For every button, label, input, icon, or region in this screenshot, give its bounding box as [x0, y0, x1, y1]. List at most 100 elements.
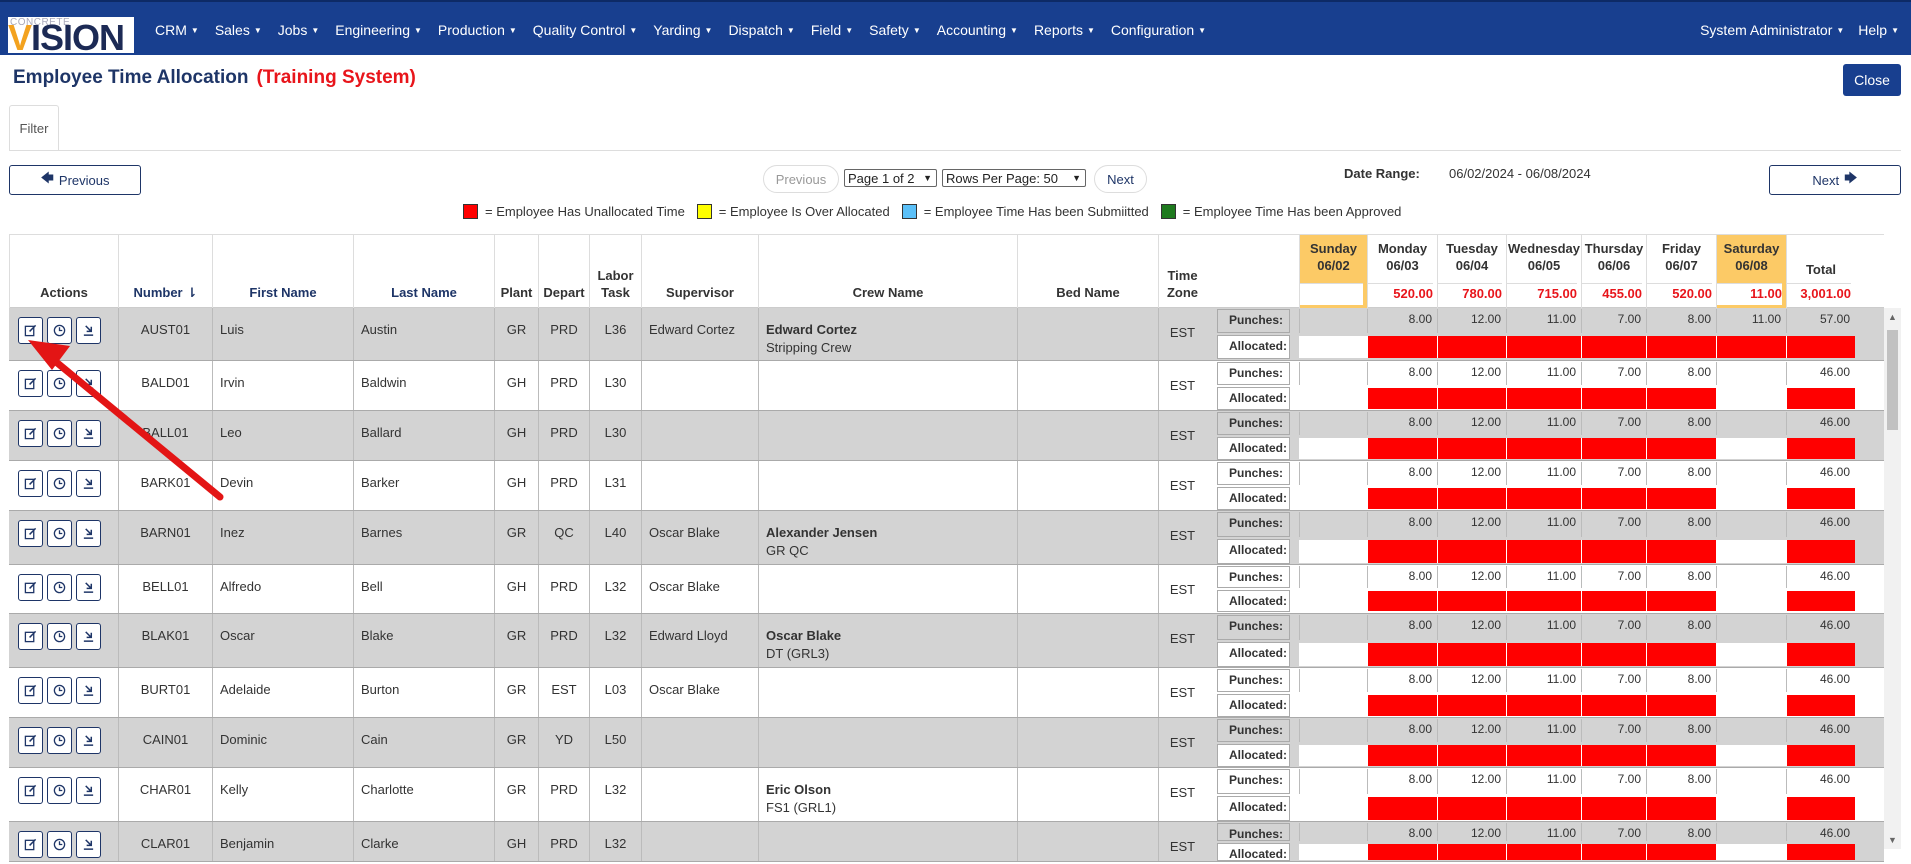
allocated-cell[interactable]: [1299, 540, 1367, 563]
edit-button[interactable]: [18, 370, 43, 397]
allocated-cell[interactable]: [1299, 695, 1367, 716]
col-header-last[interactable]: Last Name: [353, 235, 494, 309]
previous-week-button[interactable]: 🡄 Previous: [9, 165, 141, 195]
employee-row[interactable]: BALL01 Leo Ballard GH PRD L30 EST Punches: 8.00 1…: [9, 411, 1884, 461]
vertical-scrollbar[interactable]: ▲ ▼: [1884, 308, 1901, 849]
nav-item[interactable]: Field ▼: [810, 21, 854, 38]
allocated-cell[interactable]: [1299, 488, 1367, 509]
allocated-cell[interactable]: [1506, 540, 1581, 563]
allocated-cell[interactable]: [1786, 388, 1855, 409]
allocated-cell[interactable]: [1299, 336, 1367, 358]
allocated-cell[interactable]: [1716, 488, 1786, 509]
nav-item[interactable]: Reports ▼: [1033, 21, 1095, 38]
col-header-number[interactable]: Number ⇂: [118, 235, 212, 309]
col-header-bed[interactable]: Bed Name: [1017, 235, 1158, 309]
allocated-cell[interactable]: [1367, 797, 1437, 820]
employee-row[interactable]: BLAK01 Oscar Blake GR PRD L32 Edward Lloyd Osca…: [9, 614, 1884, 668]
col-header-supervisor[interactable]: Supervisor: [641, 235, 758, 309]
edit-button[interactable]: [18, 420, 43, 447]
allocated-cell[interactable]: [1367, 438, 1437, 459]
allocated-cell[interactable]: [1716, 591, 1786, 611]
user-menu[interactable]: System Administrator ▼: [1700, 21, 1845, 38]
col-header-labor_task[interactable]: Labor Task: [589, 235, 641, 309]
allocated-cell[interactable]: [1716, 745, 1786, 766]
edit-button[interactable]: [18, 470, 43, 497]
scrollbar-thumb[interactable]: [1887, 330, 1898, 430]
download-button[interactable]: [76, 520, 101, 547]
time-button[interactable]: [47, 777, 72, 804]
allocated-cell[interactable]: [1716, 388, 1786, 409]
allocated-cell[interactable]: [1299, 797, 1367, 820]
help-menu[interactable]: Help ▼: [1858, 21, 1899, 38]
allocated-cell[interactable]: [1581, 844, 1646, 860]
nav-item[interactable]: Configuration ▼: [1110, 21, 1207, 38]
time-button[interactable]: [47, 470, 72, 497]
pager-previous-button[interactable]: Previous: [763, 165, 839, 193]
allocated-cell[interactable]: [1367, 844, 1437, 860]
allocated-cell[interactable]: [1646, 388, 1716, 409]
edit-button[interactable]: [18, 317, 43, 344]
time-button[interactable]: [47, 317, 72, 344]
allocated-cell[interactable]: [1437, 540, 1506, 563]
allocated-cell[interactable]: [1367, 643, 1437, 666]
allocated-cell[interactable]: [1506, 388, 1581, 409]
employee-row[interactable]: AUST01 Luis Austin GR PRD L36 Edward Cortez Edw…: [9, 308, 1884, 361]
col-header-plant[interactable]: Plant: [494, 235, 538, 309]
allocated-cell[interactable]: [1786, 695, 1855, 716]
allocated-cell[interactable]: [1581, 745, 1646, 766]
nav-item[interactable]: Quality Control ▼: [532, 21, 638, 38]
rows-per-page-select[interactable]: Rows Per Page: 50 ▼: [942, 169, 1086, 187]
allocated-cell[interactable]: [1646, 695, 1716, 716]
nav-item[interactable]: Jobs ▼: [277, 21, 320, 38]
download-button[interactable]: [76, 574, 101, 601]
nav-item[interactable]: Dispatch ▼: [728, 21, 795, 38]
allocated-cell[interactable]: [1716, 336, 1786, 358]
time-button[interactable]: [47, 623, 72, 650]
allocated-cell[interactable]: [1367, 488, 1437, 509]
allocated-cell[interactable]: [1581, 540, 1646, 563]
allocated-cell[interactable]: [1716, 695, 1786, 716]
allocated-cell[interactable]: [1506, 745, 1581, 766]
employee-row[interactable]: BURT01 Adelaide Burton GR EST L03 Oscar Blake E…: [9, 668, 1884, 718]
allocated-cell[interactable]: [1786, 591, 1855, 611]
company-logo[interactable]: CONCRETE VISION: [8, 17, 134, 53]
allocated-cell[interactable]: [1646, 336, 1716, 358]
download-button[interactable]: [76, 831, 101, 858]
allocated-cell[interactable]: [1299, 438, 1367, 459]
nav-item[interactable]: CRM ▼: [155, 21, 199, 38]
allocated-cell[interactable]: [1581, 438, 1646, 459]
allocated-cell[interactable]: [1506, 591, 1581, 611]
allocated-cell[interactable]: [1437, 591, 1506, 611]
allocated-cell[interactable]: [1581, 643, 1646, 666]
allocated-cell[interactable]: [1367, 591, 1437, 611]
download-button[interactable]: [76, 777, 101, 804]
pager-next-button[interactable]: Next: [1094, 165, 1147, 193]
col-header-tz[interactable]: Time Zone: [1158, 235, 1206, 309]
allocated-cell[interactable]: [1646, 844, 1716, 860]
employee-row[interactable]: BALD01 Irvin Baldwin GH PRD L30 EST Punches: 8.0…: [9, 361, 1884, 411]
allocated-cell[interactable]: [1506, 797, 1581, 820]
allocated-cell[interactable]: [1367, 745, 1437, 766]
time-button[interactable]: [47, 727, 72, 754]
close-button[interactable]: Close: [1843, 64, 1901, 96]
allocated-cell[interactable]: [1437, 745, 1506, 766]
allocated-cell[interactable]: [1581, 695, 1646, 716]
nav-item[interactable]: Safety ▼: [869, 21, 921, 38]
allocated-cell[interactable]: [1716, 438, 1786, 459]
nav-item[interactable]: Engineering ▼: [335, 21, 422, 38]
download-button[interactable]: [76, 420, 101, 447]
allocated-cell[interactable]: [1646, 540, 1716, 563]
allocated-cell[interactable]: [1299, 643, 1367, 666]
allocated-cell[interactable]: [1581, 488, 1646, 509]
edit-button[interactable]: [18, 831, 43, 858]
download-button[interactable]: [76, 370, 101, 397]
employee-row[interactable]: CHAR01 Kelly Charlotte GR PRD L32 Eric Olson FS…: [9, 768, 1884, 822]
employee-row[interactable]: BARK01 Devin Barker GH PRD L31 EST Punches: 8.00…: [9, 461, 1884, 511]
allocated-cell[interactable]: [1367, 336, 1437, 358]
download-button[interactable]: [76, 470, 101, 497]
nav-item[interactable]: Accounting ▼: [936, 21, 1018, 38]
allocated-cell[interactable]: [1786, 643, 1855, 666]
allocated-cell[interactable]: [1437, 388, 1506, 409]
time-button[interactable]: [47, 677, 72, 704]
allocated-cell[interactable]: [1299, 388, 1367, 409]
